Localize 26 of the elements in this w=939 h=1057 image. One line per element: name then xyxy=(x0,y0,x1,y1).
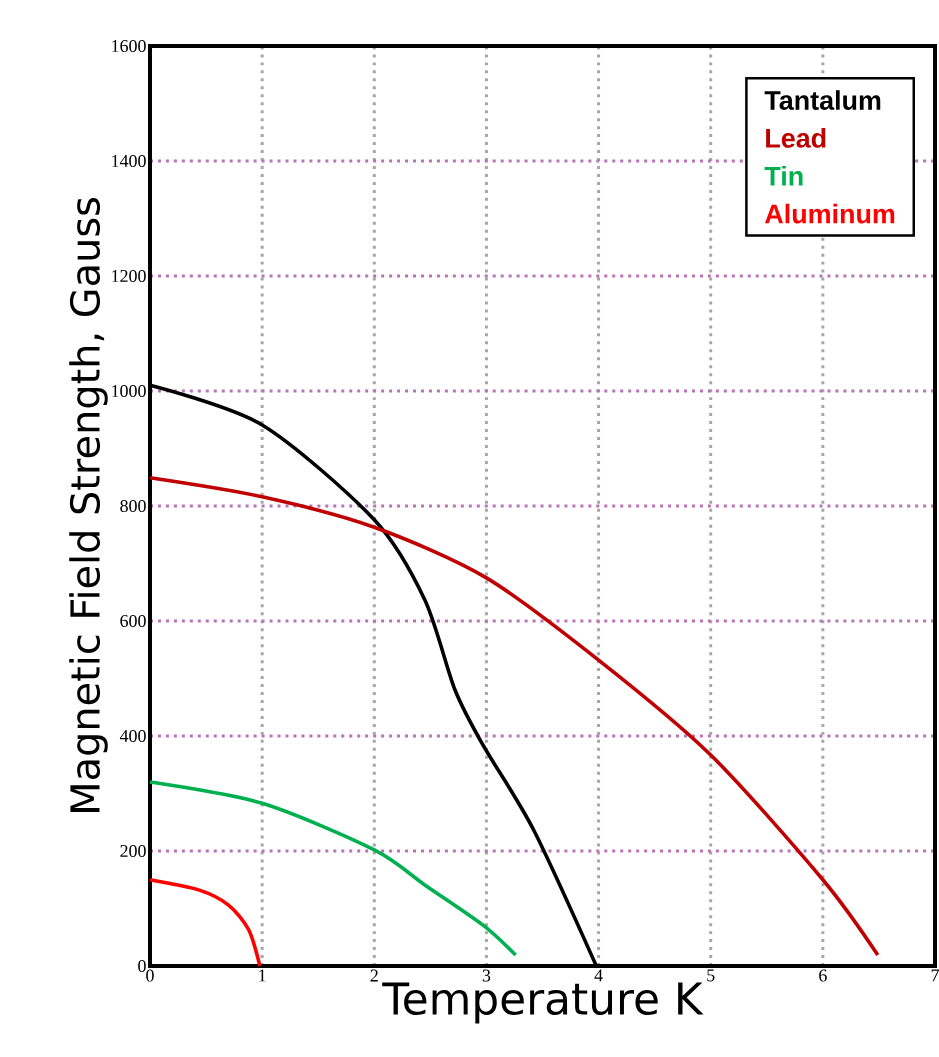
x-tick-label: 5 xyxy=(707,969,715,982)
line-series xyxy=(148,877,262,968)
line-series xyxy=(148,780,518,957)
text: Lead xyxy=(766,128,826,148)
x-tick-label: 3 xyxy=(482,969,491,982)
x-tick-label: 6 xyxy=(819,969,827,982)
y-tick-label: 400 xyxy=(119,729,146,743)
x-tick-label: 4 xyxy=(594,969,603,982)
x-axis-title: Temperature K xyxy=(382,982,704,1024)
y-tick-label: 1000 xyxy=(112,384,146,398)
y-tick-label: 600 xyxy=(120,614,146,628)
x-tick-label: 1 xyxy=(259,969,266,982)
y-tick-label: 200 xyxy=(120,844,146,858)
y-tick-label: 1200 xyxy=(112,269,146,283)
y-axis-title: Magnetic Field Strength, Gauss xyxy=(69,198,108,812)
y-tick-label: 1600 xyxy=(112,39,146,53)
text: Tantalum xyxy=(764,90,881,110)
line-series xyxy=(148,476,880,957)
x-tick-label: 2 xyxy=(370,969,378,982)
text: Tin xyxy=(764,165,803,186)
y-tick-label: 800 xyxy=(120,499,146,513)
y-tick-label: 0 xyxy=(138,959,146,973)
y-tick-label: 1400 xyxy=(112,154,146,168)
x-tick-label: 0 xyxy=(146,969,154,982)
text: Aluminum xyxy=(765,203,895,224)
x-tick-label: 7 xyxy=(931,969,939,982)
